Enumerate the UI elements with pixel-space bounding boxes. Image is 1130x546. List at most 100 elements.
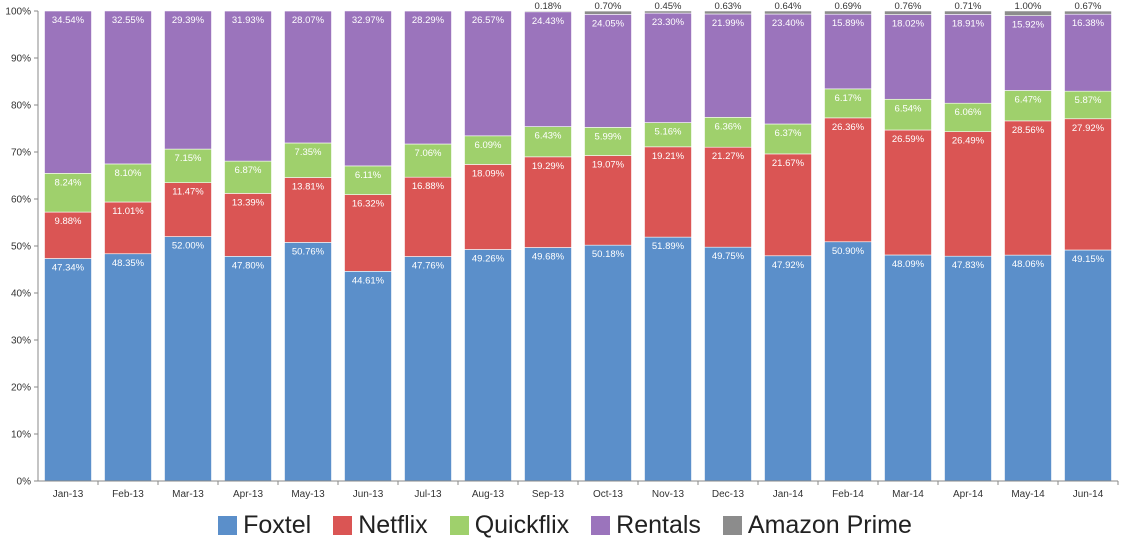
bar-segment-rentals [44,10,92,174]
bar-segment-netflix [704,146,752,248]
x-tick-label: Jun-13 [353,489,384,500]
legend-item-quickflix: Quickflix [449,510,570,539]
data-label: 21.99% [712,18,745,29]
bar-segment-foxtel [1064,249,1112,482]
data-label: 26.49% [952,136,985,147]
data-label: 19.29% [532,161,565,172]
legend-item-rentals: Rentals [591,512,701,538]
bar-segment-amazon-prime [1064,10,1112,15]
stacked-bar-chart: 47.34% 9.88% 8.24% 34.54% 48.35% 11.01% 8.10% 3… [5,1,1119,500]
data-label: 19.07% [592,160,625,171]
y-tick-label: 50% [11,242,31,253]
bar-segment-quickflix [944,102,992,132]
data-label: 15.92% [1012,20,1045,31]
data-label: 47.34% [52,263,85,274]
bar-segment-rentals [1064,13,1112,92]
data-label: 18.91% [952,18,985,29]
data-label: 50.76% [292,246,325,257]
bar-segment-quickflix [344,165,392,195]
data-label: 44.61% [352,275,385,286]
y-tick-label: 30% [11,336,31,347]
data-label: 0.70% [595,1,622,12]
x-tick-label: Jan-13 [53,489,84,500]
bar-segment-amazon-prime [704,10,752,15]
data-label: 27.92% [1072,123,1105,134]
bar-segment-rentals [524,11,572,127]
bar-segment-netflix [644,146,692,238]
data-label: 52.00% [172,241,205,252]
bar-segment-quickflix [224,160,272,194]
bar-segment-amazon-prime [1004,10,1052,16]
x-tick-label: May-14 [1011,489,1045,500]
data-label: 6.47% [1015,94,1042,105]
bar-segment-rentals [164,10,212,150]
y-tick-label: 90% [11,54,31,65]
data-label: 48.06% [1012,259,1045,270]
bars-layer [44,10,1112,482]
data-label: 29.39% [172,15,205,26]
data-label: 0.69% [835,1,862,12]
bar-segment-netflix [284,177,332,243]
bar-segment-amazon-prime [944,10,992,15]
bar-segment-amazon-prime [824,10,872,15]
x-tick-label: Apr-13 [233,489,263,500]
x-tick-label: Apr-14 [953,489,983,500]
bar-segment-rentals [944,14,992,104]
data-label: 0.45% [655,1,682,12]
bar-segment-foxtel [224,256,272,482]
bar-segment-netflix [224,193,272,257]
bar-segment-rentals [464,10,512,137]
data-label: 13.81% [292,182,325,193]
data-label: 50.90% [832,246,865,257]
data-label: 48.09% [892,259,925,270]
data-label: 21.67% [772,158,805,169]
bar-segment-quickflix [164,148,212,183]
data-label: 11.01% [112,206,144,217]
data-label: 6.17% [835,93,862,104]
x-tick-label: Jul-13 [414,489,442,500]
bar-segment-foxtel [644,236,692,482]
bar-segment-rentals [104,10,152,165]
bar-segment-netflix [1064,118,1112,251]
bar-segment-foxtel [824,241,872,482]
data-label: 16.88% [412,181,445,192]
data-label: 0.76% [895,1,922,12]
bar-segment-quickflix [44,173,92,213]
x-tick-label: Aug-13 [472,489,505,500]
data-label: 49.15% [1072,254,1105,265]
data-label: 0.18% [535,1,562,12]
data-label: 49.68% [532,252,565,263]
bar-segment-rentals [224,10,272,162]
bar-segment-rentals [584,14,632,128]
legend-item-foxtel: Foxtel [218,512,311,538]
data-label: 50.18% [592,249,625,260]
bar-segment-rentals [764,13,812,125]
data-label: 6.36% [715,121,742,132]
legend-label: Quickflix [474,510,570,539]
data-label: 32.97% [352,15,385,26]
legend-swatch [333,515,353,535]
legend-item-amazon-prime: Amazon Prime [722,510,912,539]
bar-segment-rentals [344,10,392,167]
bar-segment-foxtel [464,249,512,482]
bar-segment-quickflix [1064,90,1112,120]
bar-segment-quickflix [1004,90,1052,122]
data-label: 5.16% [655,127,682,138]
data-label: 6.87% [235,165,262,176]
bar-segment-rentals [704,13,752,118]
bar-segment-foxtel [944,255,992,482]
data-label: 26.57% [472,15,505,26]
bar-segment-foxtel [1004,254,1052,482]
bar-segment-netflix [164,182,212,237]
y-tick-label: 80% [11,101,31,112]
bar-segment-rentals [884,14,932,100]
legend-label: Amazon Prime [747,510,912,539]
data-label: 6.43% [535,131,562,142]
x-tick-label: May-13 [291,489,325,500]
bar-segment-netflix [884,129,932,256]
data-label: 28.56% [1012,125,1045,136]
y-tick-label: 100% [5,7,31,18]
legend-swatch [218,515,238,535]
bar-segment-rentals [824,13,872,90]
data-label: 47.92% [772,260,805,271]
